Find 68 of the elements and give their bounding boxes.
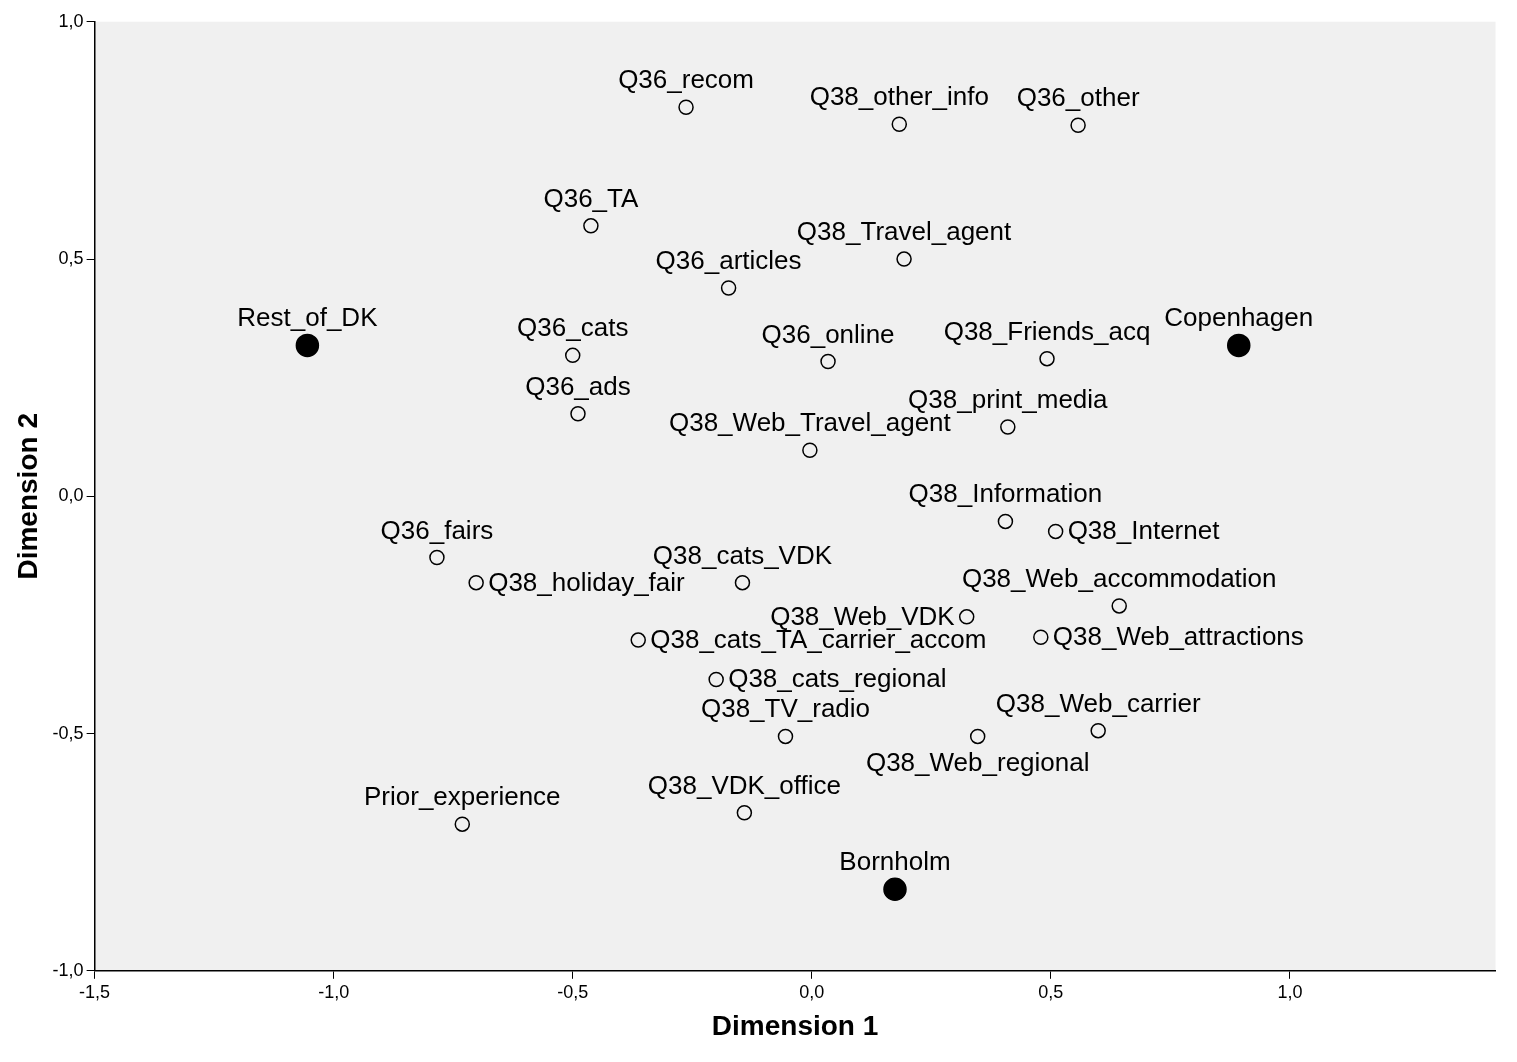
annotation: Q38_Web_accommodation xyxy=(961,562,1277,593)
y-tick-label: 0,5 xyxy=(58,248,84,269)
annotation: Q38_VDK_office xyxy=(647,769,841,800)
point xyxy=(1070,117,1086,133)
point xyxy=(454,816,471,832)
point xyxy=(802,442,818,459)
point xyxy=(891,116,908,133)
point xyxy=(883,877,907,901)
annotation: Q36_TA xyxy=(543,182,640,213)
annotation: Q36_ads xyxy=(525,370,631,401)
point xyxy=(630,632,646,648)
point xyxy=(997,513,1014,530)
x-tick-label: 1,0 xyxy=(1277,981,1303,1002)
point xyxy=(1090,722,1106,739)
annotation: Q38_Internet xyxy=(1067,515,1221,546)
point xyxy=(896,251,912,267)
annotation: Q36_online xyxy=(761,318,895,349)
point xyxy=(1111,598,1127,614)
point xyxy=(820,353,836,370)
point xyxy=(583,218,599,234)
point xyxy=(468,574,484,591)
annotation: Q38_cats_regional xyxy=(728,663,947,694)
point xyxy=(1227,333,1251,358)
annotation: Q38_other_info xyxy=(809,81,989,112)
annotation: Copenhagen xyxy=(1164,302,1314,333)
y-tick-label: 1,0 xyxy=(58,10,84,31)
x-tick-label: -1,5 xyxy=(79,981,111,1002)
y-tick-label: -1,0 xyxy=(52,959,84,980)
annotation: Q38_Web_regional xyxy=(865,747,1090,778)
point xyxy=(295,333,320,358)
point xyxy=(429,549,445,566)
annotation: Q36_cats xyxy=(517,312,629,343)
annotation: Q38_Web_carrier xyxy=(995,687,1201,718)
point xyxy=(1047,523,1064,540)
annotation: Q36_recom xyxy=(618,64,754,95)
y-tick-label: -0,5 xyxy=(52,722,84,743)
point xyxy=(1039,350,1055,367)
point xyxy=(720,280,737,296)
point xyxy=(777,728,794,745)
point xyxy=(708,671,724,688)
point xyxy=(564,347,581,364)
point xyxy=(734,574,751,591)
point xyxy=(736,805,753,821)
annotation: Q36_articles xyxy=(655,244,802,275)
x-tick-label: 0,5 xyxy=(1038,981,1064,1002)
point xyxy=(678,99,694,115)
annotation: Bornholm xyxy=(839,846,951,877)
point xyxy=(1000,419,1016,435)
annotation: Q38_Web_attractions xyxy=(1052,621,1304,652)
x-tick-label: -1,0 xyxy=(318,981,350,1002)
x-axis-title: Dimension 1 xyxy=(711,1009,879,1041)
annotation: Q38_cats_VDK xyxy=(652,539,833,570)
annotation: Q36_other xyxy=(1016,82,1140,113)
annotation: Q36_fairs xyxy=(380,514,494,545)
point xyxy=(570,405,586,422)
y-axis-title: Dimension 2 xyxy=(11,413,43,580)
annotation: Q38_TV_radio xyxy=(700,693,871,724)
y-tick-label: 0,0 xyxy=(58,485,84,506)
point xyxy=(969,728,986,745)
annotation: Q38_Travel_agent xyxy=(796,216,1013,247)
x-tick-label: 0,0 xyxy=(799,981,825,1002)
annotation: Q38_Friends_acq xyxy=(943,315,1151,346)
annotation: Rest_of_DK xyxy=(237,302,379,333)
x-tick-label: -0,5 xyxy=(557,981,589,1002)
annotation: Q38_Information xyxy=(908,478,1103,509)
point xyxy=(958,609,975,625)
annotation: Prior_experience xyxy=(364,781,561,812)
point xyxy=(1033,629,1049,645)
